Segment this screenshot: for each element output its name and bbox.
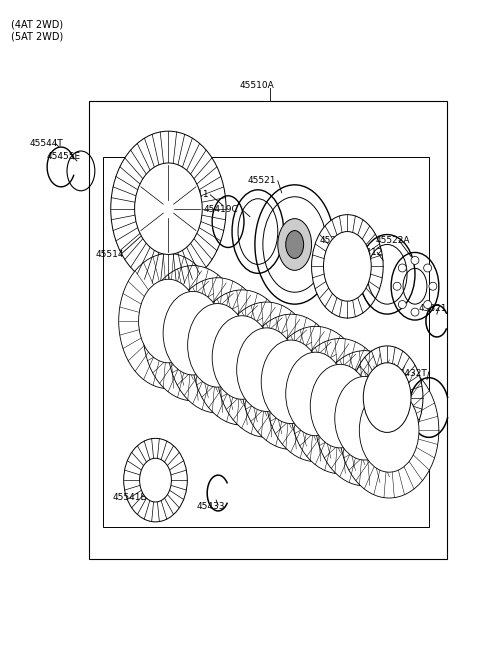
- Text: 45611: 45611: [180, 190, 209, 199]
- Text: 45544T: 45544T: [29, 138, 63, 148]
- Circle shape: [429, 282, 437, 290]
- Text: 45433: 45433: [196, 502, 225, 512]
- Ellipse shape: [192, 290, 292, 425]
- Ellipse shape: [155, 189, 182, 228]
- Text: (4AT 2WD): (4AT 2WD): [12, 20, 63, 30]
- Text: 45510A: 45510A: [240, 81, 275, 90]
- Ellipse shape: [162, 199, 174, 218]
- Ellipse shape: [241, 314, 341, 449]
- Ellipse shape: [286, 230, 304, 258]
- Ellipse shape: [140, 459, 171, 502]
- Ellipse shape: [290, 338, 390, 474]
- Circle shape: [393, 282, 401, 290]
- Circle shape: [411, 256, 419, 264]
- Text: 45541B: 45541B: [113, 493, 147, 502]
- Circle shape: [424, 264, 432, 272]
- Bar: [89, 101, 447, 559]
- Ellipse shape: [237, 328, 296, 411]
- Text: 45514: 45514: [96, 250, 124, 259]
- Ellipse shape: [310, 364, 370, 448]
- Text: 45385B: 45385B: [320, 236, 354, 245]
- Text: 45455E: 45455E: [46, 152, 80, 161]
- Ellipse shape: [360, 388, 419, 472]
- Ellipse shape: [111, 131, 226, 286]
- Ellipse shape: [261, 340, 321, 424]
- Ellipse shape: [217, 302, 316, 438]
- Ellipse shape: [168, 277, 267, 413]
- Ellipse shape: [188, 304, 247, 387]
- Ellipse shape: [312, 215, 383, 318]
- Ellipse shape: [278, 218, 312, 270]
- Ellipse shape: [163, 291, 223, 375]
- Ellipse shape: [134, 163, 202, 255]
- Ellipse shape: [119, 253, 218, 388]
- Text: 45821: 45821: [419, 304, 447, 313]
- Ellipse shape: [212, 316, 272, 400]
- Text: 45419C: 45419C: [203, 205, 238, 215]
- Circle shape: [398, 300, 406, 308]
- Ellipse shape: [124, 438, 187, 522]
- Text: 45412: 45412: [354, 248, 383, 257]
- Text: 45521: 45521: [248, 176, 276, 186]
- Circle shape: [424, 300, 432, 308]
- Ellipse shape: [266, 326, 365, 462]
- Text: 45522A: 45522A: [375, 236, 410, 245]
- Ellipse shape: [139, 279, 198, 363]
- Ellipse shape: [324, 232, 371, 301]
- Ellipse shape: [339, 363, 439, 498]
- Ellipse shape: [315, 351, 414, 486]
- Ellipse shape: [143, 266, 243, 401]
- Ellipse shape: [351, 346, 423, 449]
- Text: 45426A: 45426A: [234, 356, 268, 364]
- Ellipse shape: [151, 473, 160, 487]
- Circle shape: [411, 308, 419, 316]
- Ellipse shape: [286, 352, 346, 436]
- Text: (5AT 2WD): (5AT 2WD): [12, 31, 63, 42]
- Ellipse shape: [335, 377, 395, 460]
- Ellipse shape: [363, 363, 411, 432]
- Text: 45432T: 45432T: [393, 369, 427, 379]
- Bar: [103, 157, 429, 527]
- Circle shape: [398, 264, 406, 272]
